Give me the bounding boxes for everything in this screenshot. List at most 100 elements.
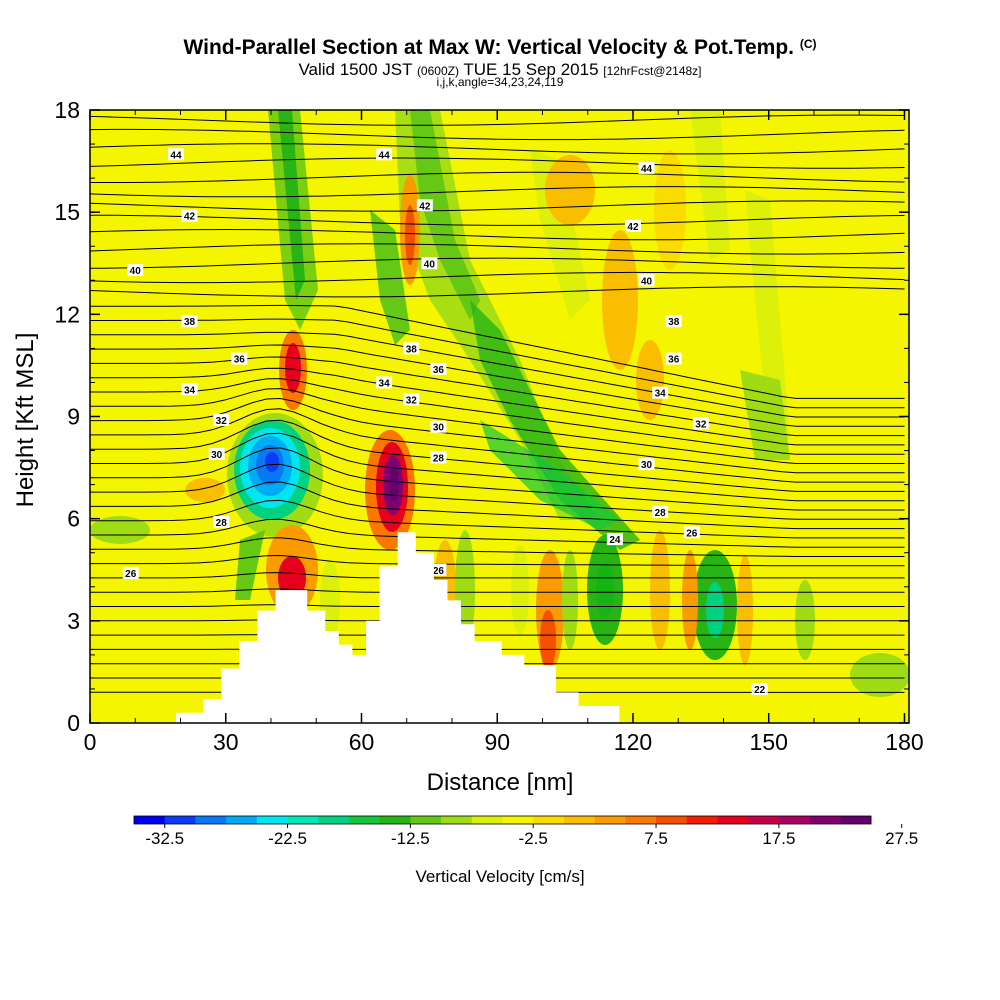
colorbar-swatch xyxy=(778,816,810,824)
contour-label: 28 xyxy=(213,516,230,529)
contour-label: 42 xyxy=(181,209,198,223)
colorbar-swatch xyxy=(656,816,688,824)
isentrope-line xyxy=(90,331,905,418)
colorbar-swatch xyxy=(195,816,227,824)
valid-zulu: (0600Z) xyxy=(416,64,459,78)
contour-label-box xyxy=(181,209,198,222)
contour-label-box xyxy=(213,413,230,426)
colorbar: -32.5 -22.5 -12.5 -2.5 7.5 17.5 27.5 xyxy=(133,815,918,848)
contour-label: 34 xyxy=(652,386,669,400)
contour-label: 32 xyxy=(213,413,230,427)
contour-label-box xyxy=(208,447,225,460)
contour-label-text: 34 xyxy=(655,389,667,400)
contour-label-box xyxy=(181,315,198,328)
contour-label-text: 36 xyxy=(234,355,246,366)
contour-label-text: 34 xyxy=(379,378,391,389)
plot-area: 44 44 44 42 42 42 40 40 40 38 38 38 36 36 36 34 34 34 32 32… xyxy=(90,110,909,723)
contour-label-text: 36 xyxy=(668,355,680,366)
colorbar-swatch xyxy=(441,816,473,824)
colorbar-swatch xyxy=(471,816,503,824)
contour-label-text: 44 xyxy=(379,150,391,161)
contour-label: 34 xyxy=(376,376,393,389)
colorbar-swatch xyxy=(164,816,196,824)
contour-label: 26 xyxy=(683,526,700,539)
contour-label-text: 40 xyxy=(641,276,653,287)
contour-label-box xyxy=(638,161,655,174)
contour-label-box xyxy=(638,274,655,287)
x-tick-label: 90 xyxy=(484,729,510,755)
isentrope-line xyxy=(90,481,905,530)
isentrope-line xyxy=(90,378,905,455)
y-tick-label: 0 xyxy=(67,710,80,736)
isentrope-line xyxy=(90,257,905,269)
isentrope-line xyxy=(90,619,905,622)
contour-label: 38 xyxy=(665,315,682,328)
isentrope-line xyxy=(90,271,905,284)
chart-title: Wind-Parallel Section at Max W: Vertical… xyxy=(0,36,1000,60)
colorbar-label: 27.5 xyxy=(885,829,918,848)
contour-label: 38 xyxy=(181,315,198,328)
contour-label: 44 xyxy=(638,161,655,175)
contour-label-box xyxy=(624,219,641,232)
contour-label-box xyxy=(430,362,447,375)
colorbar-swatch xyxy=(226,816,258,824)
contour-label-box xyxy=(665,315,682,328)
contour-label-text: 26 xyxy=(433,566,445,577)
contour-label: 40 xyxy=(127,264,144,277)
x-tick-label: 0 xyxy=(84,729,97,755)
contour-label-text: 30 xyxy=(433,423,445,434)
isentrope-line xyxy=(90,604,905,607)
colorbar-swatch xyxy=(563,816,596,824)
contour-label-box xyxy=(430,451,447,464)
isentrope-line xyxy=(90,171,905,183)
colorbar-swatch xyxy=(410,816,442,824)
contour-label: 42 xyxy=(416,199,433,212)
y-tick-label: 6 xyxy=(67,506,80,532)
isentrope-line xyxy=(90,143,905,155)
isentrope-line xyxy=(90,367,905,446)
contour-label: 40 xyxy=(421,257,438,270)
colorbar-swatch xyxy=(287,816,319,824)
contour-label-box xyxy=(430,420,447,433)
contour-label-box xyxy=(606,533,623,546)
contour-label-text: 36 xyxy=(433,365,445,376)
contour-label: 32 xyxy=(403,393,420,406)
contour-label: 40 xyxy=(638,274,655,287)
contour-label: 36 xyxy=(430,362,447,376)
chart-subtitle: Valid 1500 JST (0600Z) TUE 15 Sep 2015 [… xyxy=(0,60,1000,80)
valid-date: TUE 15 Sep 2015 xyxy=(463,60,599,79)
colorbar-label: -12.5 xyxy=(391,829,430,848)
colorbar-swatch xyxy=(625,816,657,824)
contour-label: 26 xyxy=(430,563,447,577)
forecast-info: [12hrFcst@2148z] xyxy=(603,64,702,78)
isentrope-line xyxy=(90,186,905,198)
y-tick-label: 3 xyxy=(67,608,80,634)
contour-label-text: 28 xyxy=(216,518,228,529)
isentrope-line xyxy=(90,200,905,212)
contour-label-text: 32 xyxy=(216,416,228,427)
isentrope-line xyxy=(90,304,905,399)
isentrope-line xyxy=(90,572,905,579)
x-tick-label: 180 xyxy=(885,729,923,755)
contour-label: 30 xyxy=(430,420,447,434)
contour-label-box xyxy=(416,199,433,212)
contour-label-box xyxy=(751,682,768,695)
contour-label: 36 xyxy=(665,352,682,366)
contour-label-text: 26 xyxy=(125,569,137,580)
x-axis-label: Distance [nm] xyxy=(427,769,574,796)
isentrope-line xyxy=(90,518,905,548)
contour-label-box xyxy=(683,526,700,539)
contour-label-box xyxy=(692,417,709,430)
copyright-mark: (C) xyxy=(799,37,817,51)
colorbar-title: Vertical Velocity [cm/s] xyxy=(415,867,584,886)
contour-label-box xyxy=(127,264,144,277)
contour-label-text: 42 xyxy=(419,201,431,212)
isentrope-line xyxy=(90,554,905,567)
contour-label-box xyxy=(376,376,393,389)
contour-label: 26 xyxy=(122,567,139,580)
isentrope-line xyxy=(90,537,905,557)
contour-label: 24 xyxy=(606,533,623,546)
contour-label-box xyxy=(403,393,420,406)
isentrope-line xyxy=(90,344,905,427)
chart-indices: i,j,k,angle=34,23,24,119 xyxy=(436,75,564,89)
